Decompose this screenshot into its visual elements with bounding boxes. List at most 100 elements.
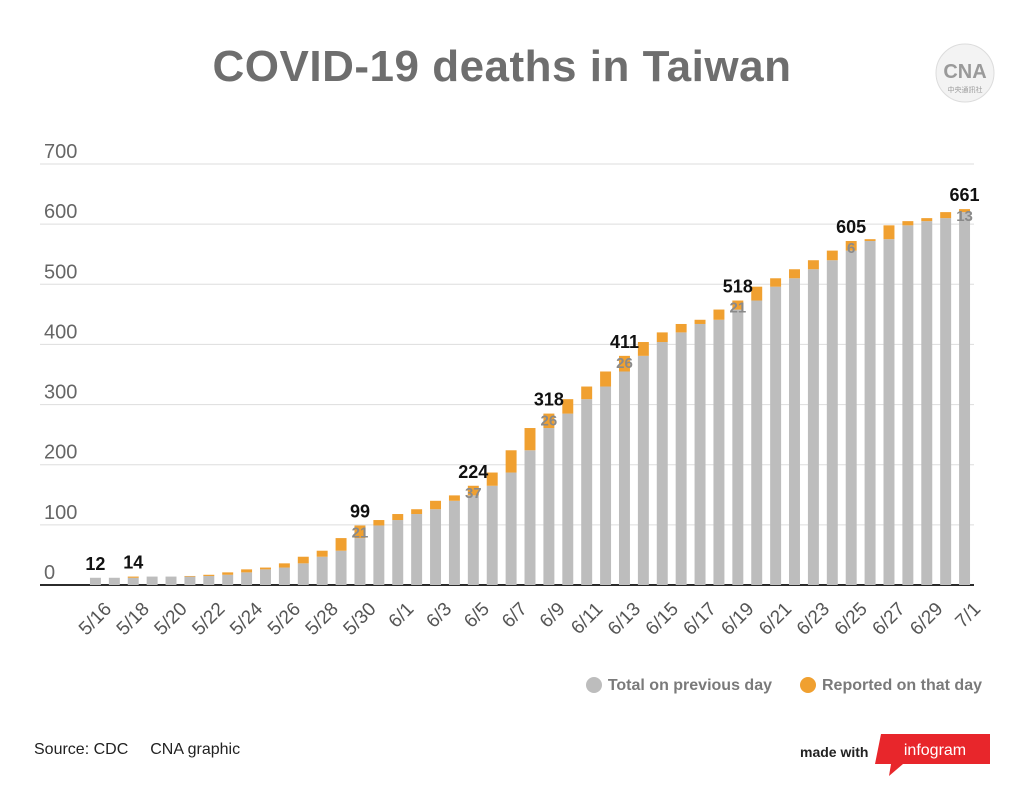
bar-reported — [751, 286, 763, 301]
bar-reported — [430, 500, 442, 510]
data-label-reported: 21 — [729, 300, 746, 317]
data-label-total: 12 — [85, 554, 105, 574]
bar-reported — [316, 550, 328, 557]
x-tick-label: 6/5 — [460, 599, 494, 633]
bar-previous — [902, 225, 914, 586]
bar-reported — [940, 212, 952, 219]
bar-previous — [430, 509, 442, 585]
x-tick-label: 6/23 — [793, 599, 834, 640]
bar-previous — [940, 218, 952, 585]
x-tick-label: 6/13 — [604, 599, 645, 640]
bar-previous — [241, 572, 253, 585]
bar-reported — [392, 514, 404, 521]
x-axis-labels: 5/165/185/205/225/245/265/285/30 6/1 6/3 6/… — [75, 598, 985, 639]
legend-item-reported: Reported on that day — [799, 677, 982, 695]
bar-reported — [789, 269, 800, 279]
bar-previous — [751, 300, 763, 585]
data-label-total: 411 — [610, 332, 639, 352]
bar-previous — [524, 450, 536, 585]
bar-previous — [222, 574, 234, 585]
bar-reported — [411, 509, 423, 515]
bar-previous — [581, 399, 593, 585]
legend-item-previous: Total on previous day — [585, 677, 772, 695]
y-axis-labels: 0 100 200 300 400 500 600 700 — [44, 141, 77, 584]
bar-previous — [959, 212, 971, 585]
bar-reported — [959, 209, 971, 213]
data-label-total: 224 — [458, 462, 488, 482]
bar-reported — [807, 260, 819, 270]
bar-previous — [297, 563, 309, 585]
bar-previous — [694, 323, 706, 585]
bar-reported — [637, 342, 649, 356]
data-label-reported: 13 — [956, 208, 973, 225]
bar-reported — [581, 386, 593, 400]
bar-previous — [600, 386, 612, 585]
infogram-brand: infogram — [904, 742, 966, 759]
data-label-reported: 26 — [616, 355, 633, 372]
legend-label-reported: Reported on that day — [821, 677, 982, 694]
logo-text: CNA — [943, 61, 986, 83]
bar-previous — [184, 576, 196, 585]
x-tick-label: 6/1 — [385, 599, 419, 633]
y-tick-label: 200 — [44, 442, 77, 464]
legend-label-previous: Total on previous day — [607, 677, 772, 694]
bar-previous — [713, 319, 725, 585]
x-tick-label: 6/25 — [831, 599, 872, 640]
bar-previous — [618, 371, 630, 585]
x-tick-label: 5/20 — [151, 599, 192, 640]
bar-previous — [656, 342, 668, 585]
bar-previous — [675, 332, 687, 585]
bar-previous — [411, 514, 423, 585]
data-label-total: 318 — [534, 390, 564, 410]
bar-reported — [448, 495, 460, 501]
bar-previous — [505, 472, 517, 585]
bar-previous — [807, 269, 819, 585]
bar-reported — [222, 572, 234, 575]
bars — [89, 209, 971, 586]
bar-previous — [127, 577, 139, 585]
data-label-total: 605 — [836, 217, 866, 237]
bar-previous — [543, 428, 555, 585]
bar-reported — [713, 309, 725, 320]
bar-previous — [921, 221, 933, 585]
data-label-reported: 21 — [352, 524, 369, 541]
data-label-reported: 6 — [847, 240, 855, 257]
bar-reported — [467, 485, 479, 496]
bar-reported — [260, 567, 271, 570]
bar-reported — [618, 355, 630, 372]
bar-reported — [883, 225, 895, 240]
logo-subtext: 中央通訊社 — [948, 85, 983, 94]
chart-title: COVID-19 deaths in Taiwan — [212, 42, 792, 91]
bar-reported — [770, 278, 782, 287]
data-label-total: 661 — [950, 185, 980, 205]
bar-previous — [146, 576, 158, 585]
bar-reported — [127, 576, 139, 578]
y-tick-label: 100 — [44, 502, 77, 524]
bar-previous — [486, 485, 498, 585]
x-tick-label: 6/3 — [423, 599, 457, 633]
bar-previous — [108, 577, 120, 585]
bar-reported — [694, 319, 706, 324]
bar-reported — [864, 239, 876, 241]
bar-previous — [770, 286, 782, 585]
bar-previous — [373, 525, 385, 585]
x-tick-label: 5/22 — [188, 599, 229, 640]
x-tick-label: 6/17 — [680, 599, 721, 640]
legend: Total on previous day Reported on that d… — [568, 677, 982, 695]
bar-reported — [373, 520, 385, 526]
bar-reported — [184, 575, 196, 577]
bar-reported — [297, 556, 309, 564]
data-label-reported: 37 — [465, 485, 482, 502]
data-label-total: 99 — [350, 501, 370, 521]
credit-text: CNA graphic — [150, 741, 241, 758]
bar-reported — [732, 300, 744, 310]
bar-previous — [260, 569, 271, 585]
bar-previous — [392, 520, 404, 585]
bar-previous — [789, 278, 800, 585]
x-tick-label: 6/29 — [906, 599, 947, 640]
y-tick-label: 300 — [44, 382, 77, 404]
bar-reported — [524, 428, 536, 451]
legend-dot-previous — [585, 677, 602, 693]
x-tick-label: 5/18 — [113, 599, 154, 640]
bar-reported — [826, 250, 838, 261]
